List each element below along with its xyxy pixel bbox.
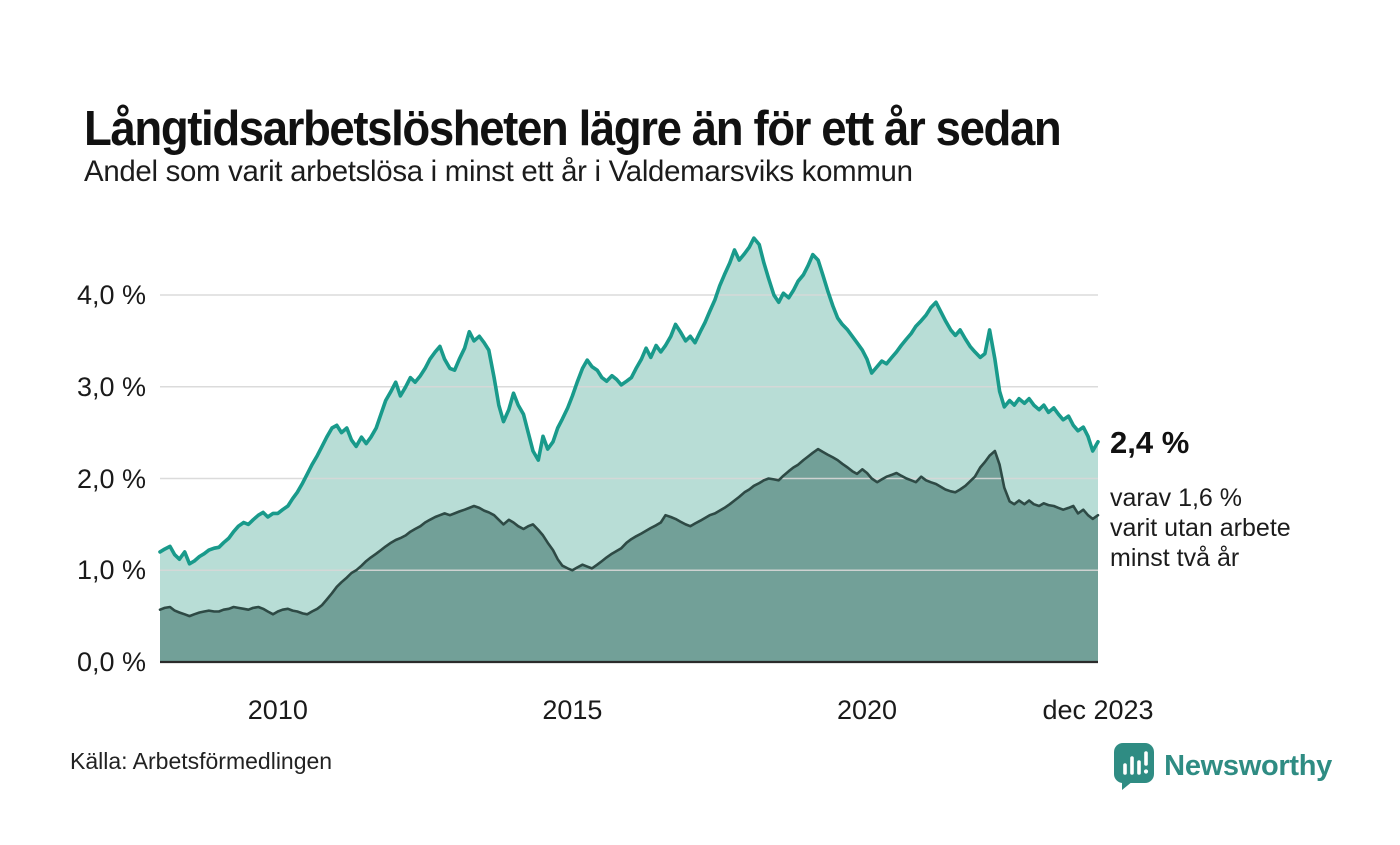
source-caption: Källa: Arbetsförmedlingen [70, 748, 333, 774]
newsworthy-logo: Newsworthy [1114, 742, 1332, 790]
annotation-line: varav 1,6 % [1110, 484, 1243, 512]
x-tick-label: 2020 [836, 695, 898, 725]
latest-value-label: 2,4 % [1110, 425, 1190, 460]
x-tick-label: 2010 [247, 695, 308, 725]
annotation-line: varit utan arbete [1110, 514, 1291, 542]
brand-wordmark: Newsworthy [1164, 749, 1332, 782]
bar-chart-speech-bubble-icon [1114, 742, 1155, 790]
x-tick-label: dec 2023 [1042, 695, 1154, 725]
series-line [158, 236, 1100, 566]
y-tick-label: 2,0 % [76, 463, 146, 494]
annotation-line: minst två år [1110, 544, 1240, 572]
x-tick-label: 2015 [542, 695, 603, 725]
series-area [160, 449, 1098, 662]
y-tick-label: 0,0 % [76, 647, 146, 677]
page-title: Långtidsarbetslösheten lägre än för ett … [84, 101, 1062, 156]
page-subtitle: Andel som varit arbetslösa i minst ett å… [84, 155, 913, 188]
series-line [158, 447, 1100, 618]
secondary-value-annotation: varav 1,6 % varit utan arbete minst två … [1110, 483, 1291, 573]
y-tick-label: 1,0 % [76, 555, 146, 586]
y-tick-label: 4,0 % [76, 280, 146, 310]
y-tick-label: 3,0 % [76, 371, 146, 402]
